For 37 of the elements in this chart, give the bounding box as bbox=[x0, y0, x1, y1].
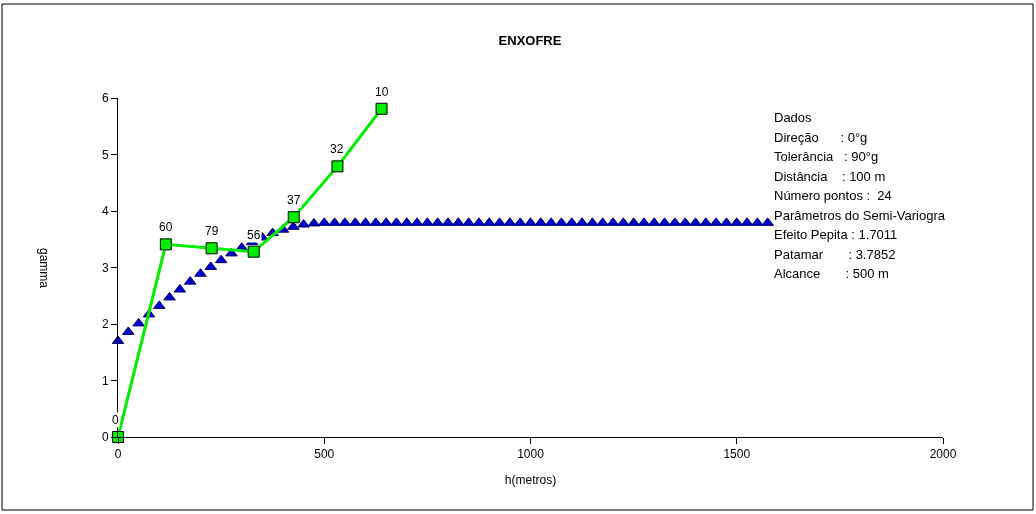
point bbox=[331, 160, 344, 173]
y-tick-label: 6 bbox=[101, 91, 109, 106]
x-axis-title: h(metros) bbox=[504, 473, 557, 488]
point bbox=[287, 211, 300, 224]
annotation: Distância : 100 m bbox=[774, 169, 886, 184]
y-tick-label: 0 bbox=[101, 430, 109, 445]
x-tick-label: 2000 bbox=[929, 447, 957, 462]
point bbox=[159, 238, 172, 251]
annotation: Dados bbox=[774, 110, 813, 125]
point bbox=[205, 242, 218, 255]
annotation: Direção : 0°g bbox=[774, 130, 868, 145]
x-tick-label: 500 bbox=[314, 447, 335, 462]
x-tick-label: 1500 bbox=[723, 447, 751, 462]
y-tick-label: 1 bbox=[101, 373, 109, 388]
annotation: Tolerância : 90°g bbox=[774, 149, 879, 164]
x-tick-label: 0 bbox=[114, 447, 122, 462]
annotation: Patamar : 3.7852 bbox=[774, 247, 896, 262]
point bbox=[375, 102, 388, 115]
y-tick-label: 2 bbox=[101, 317, 109, 332]
annotation: 10 bbox=[375, 85, 389, 99]
annotation: 37 bbox=[287, 193, 301, 207]
annotation: 0 bbox=[112, 413, 119, 427]
y-tick-label: 5 bbox=[101, 147, 109, 162]
annotation: 79 bbox=[205, 224, 219, 238]
annotation: Efeito Pepita : 1.7011 bbox=[774, 227, 898, 242]
y-tick-label: 3 bbox=[101, 260, 109, 275]
annotation: Parâmetros do Semi-Variogra bbox=[774, 208, 946, 223]
x-tick-label: 1000 bbox=[517, 447, 545, 462]
annotation: 56 bbox=[247, 228, 261, 242]
y-axis-title: gamma bbox=[37, 248, 51, 289]
annotation: Número pontos : 24 bbox=[774, 188, 892, 203]
annotation: 32 bbox=[330, 142, 344, 156]
chart-title: ENXOFRE bbox=[498, 32, 562, 48]
y-tick-label: 4 bbox=[101, 204, 109, 219]
annotation: 60 bbox=[159, 220, 173, 234]
annotation: Alcance : 500 m bbox=[774, 266, 889, 281]
point bbox=[247, 245, 260, 258]
